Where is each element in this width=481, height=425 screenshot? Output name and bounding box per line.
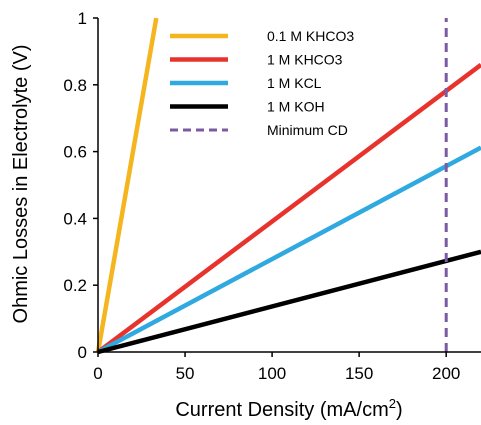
series-layer bbox=[95, 17, 481, 355]
y-axis-title: Ohmic Losses in Electrolyte (V) bbox=[10, 45, 32, 324]
y-tick-label: 0 bbox=[78, 343, 87, 362]
x-axis-title: Current Density (mA/cm2) bbox=[175, 396, 402, 421]
x-tick-label: 200 bbox=[432, 364, 460, 383]
y-tick-label: 0.8 bbox=[63, 76, 87, 95]
series-line-1 bbox=[96, 62, 481, 354]
series-line-3 bbox=[97, 249, 481, 355]
legend-label-4: Minimum CD bbox=[267, 122, 348, 138]
series-line-2 bbox=[96, 145, 481, 354]
y-tick-label: 1 bbox=[78, 9, 87, 28]
x-axis-title-end: ) bbox=[396, 399, 403, 421]
legend-label-0: 0.1 M KHCO3 bbox=[267, 28, 354, 44]
y-tick-label: 0.6 bbox=[63, 143, 87, 162]
legend-label-1: 1 M KHCO3 bbox=[267, 52, 343, 68]
tick-labels: 0 0.2 0.4 0.6 0.8 1 0 50 100 150 200 bbox=[63, 9, 460, 383]
x-tick-label: 150 bbox=[345, 364, 373, 383]
y-tick-label: 0.4 bbox=[63, 209, 87, 228]
x-axis-title-main: Current Density (mA/cm bbox=[175, 399, 388, 421]
legend-label-2: 1 M KCL bbox=[267, 75, 322, 91]
axes bbox=[93, 17, 481, 357]
legend: 0.1 M KHCO3 1 M KHCO3 1 M KCL 1 M KOH Minimu… bbox=[170, 28, 354, 138]
x-tick-label: 50 bbox=[176, 364, 195, 383]
x-axis-title-sup: 2 bbox=[389, 396, 396, 411]
x-tick-label: 100 bbox=[258, 364, 286, 383]
series-line-0 bbox=[95, 17, 159, 353]
y-tick-label: 0.2 bbox=[63, 276, 87, 295]
x-tick-label: 0 bbox=[93, 364, 102, 383]
legend-label-3: 1 M KOH bbox=[267, 99, 325, 115]
